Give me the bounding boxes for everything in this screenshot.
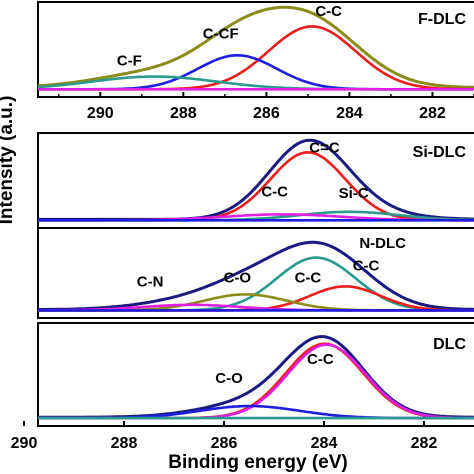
panel-frame bbox=[37, 1, 474, 98]
panels: F-DLC C-F C-CF C-C 290 288 286 284 282 Si-DLC C=C C… bbox=[11, 1, 474, 452]
series-line-envelope-0 bbox=[38, 138, 474, 221]
sample-label: F-DLC bbox=[418, 11, 466, 28]
series-line-envelope-0 bbox=[37, 5, 474, 89]
sample-label: Si-DLC bbox=[413, 144, 467, 161]
peak-annotation: C=C bbox=[309, 139, 340, 156]
peak-annotation: C-F bbox=[117, 53, 142, 70]
peak-annotation: C-C bbox=[315, 3, 342, 20]
tick-label: 282 bbox=[411, 435, 438, 452]
series-line-envelope-0 bbox=[38, 240, 474, 311]
sample-label: DLC bbox=[433, 336, 466, 353]
peak-annotation: C-C bbox=[307, 351, 334, 368]
tick-label: 290 bbox=[87, 105, 114, 122]
peak-annotation: C-CF bbox=[203, 25, 239, 42]
y-axis-label: Intensity (a.u.) bbox=[0, 96, 17, 225]
tick-label: 284 bbox=[336, 105, 363, 122]
peak-annotation: C-O bbox=[215, 370, 243, 387]
tick-label: 288 bbox=[111, 435, 138, 452]
tick-label: 284 bbox=[311, 435, 338, 452]
panel-n-dlc: N-DLC C-N C-O C-C C-C bbox=[37, 227, 474, 319]
peak-annotation: Si-C bbox=[339, 185, 369, 202]
panel-frame bbox=[37, 227, 474, 319]
tick-label: 290 bbox=[11, 435, 38, 452]
panel-si-dlc: Si-DLC C=C C-C Si-C bbox=[37, 132, 474, 229]
y-axis-label-group: Intensity (a.u.) bbox=[0, 96, 17, 225]
peak-annotation: C-O bbox=[224, 269, 252, 286]
tick-label: 288 bbox=[170, 105, 197, 122]
peak-annotation: C-C bbox=[295, 269, 322, 286]
x-axis-label: Binding energy (eV) bbox=[168, 452, 347, 473]
peak-annotation: N-DLC bbox=[359, 235, 406, 252]
peak-annotation: C-C bbox=[353, 257, 380, 274]
panel-dlc: DLC C-C C-O 290 288 286 284 282 bbox=[11, 322, 474, 452]
panel-frame bbox=[37, 322, 474, 427]
tick-label: 286 bbox=[253, 105, 280, 122]
tick-label: 282 bbox=[419, 105, 446, 122]
tick-label: 286 bbox=[211, 435, 238, 452]
peak-annotation: C-C bbox=[261, 184, 288, 201]
panel-f-dlc: F-DLC C-F C-CF C-C 290 288 286 284 282 bbox=[37, 1, 474, 122]
peak-annotation: C-N bbox=[137, 273, 164, 290]
